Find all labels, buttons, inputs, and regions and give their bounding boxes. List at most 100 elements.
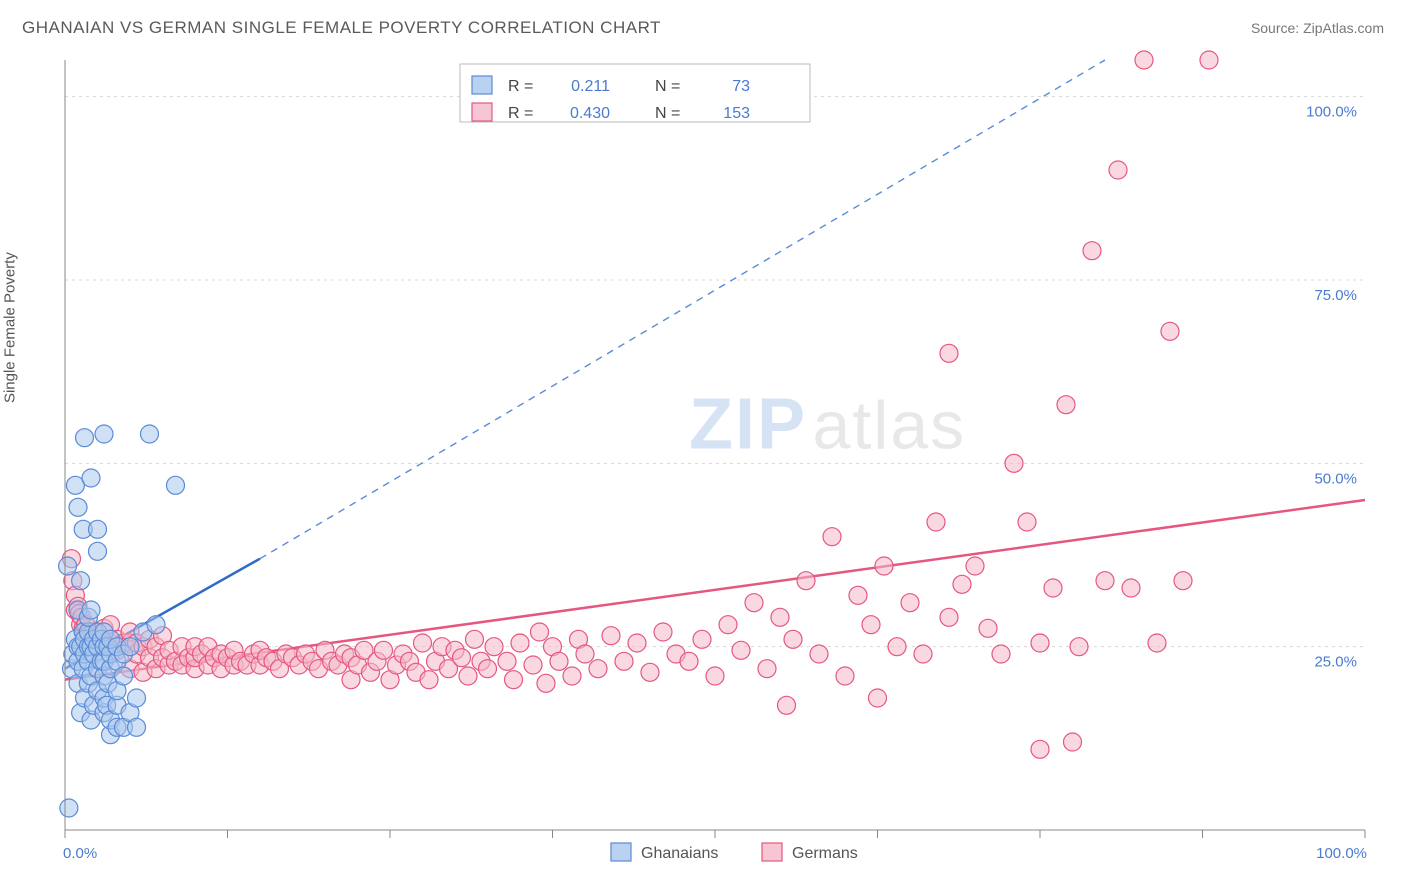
data-point-germans xyxy=(862,616,880,634)
legend-r-value: 0.211 xyxy=(571,78,610,95)
y-tick-label: 75.0% xyxy=(1314,287,1357,304)
data-point-germans xyxy=(719,616,737,634)
chart-area: Single Female Poverty 25.0%50.0%75.0%100… xyxy=(20,50,1386,890)
data-point-germans xyxy=(531,623,549,641)
legend-n-label: N = xyxy=(655,78,680,95)
data-point-germans xyxy=(537,674,555,692)
data-point-germans xyxy=(953,575,971,593)
y-tick-label: 25.0% xyxy=(1314,654,1357,671)
legend-r-label: R = xyxy=(508,105,533,122)
data-point-ghanaians xyxy=(72,572,90,590)
legend-swatch xyxy=(472,76,492,94)
data-point-germans xyxy=(641,663,659,681)
data-point-ghanaians xyxy=(60,799,78,817)
data-point-germans xyxy=(498,652,516,670)
data-point-germans xyxy=(979,619,997,637)
data-point-ghanaians xyxy=(147,616,165,634)
data-point-germans xyxy=(810,645,828,663)
data-point-germans xyxy=(1161,322,1179,340)
data-point-germans xyxy=(888,638,906,656)
data-point-germans xyxy=(680,652,698,670)
data-point-germans xyxy=(758,660,776,678)
legend-series-label: Ghanaians xyxy=(641,845,718,862)
source-attribution: Source: ZipAtlas.com xyxy=(1251,20,1384,36)
data-point-germans xyxy=(466,630,484,648)
data-point-germans xyxy=(1122,579,1140,597)
data-point-germans xyxy=(505,671,523,689)
data-point-ghanaians xyxy=(141,425,159,443)
regression-extrapolation-ghanaians xyxy=(260,60,1105,559)
data-point-ghanaians xyxy=(76,429,94,447)
data-point-ghanaians xyxy=(82,601,100,619)
data-point-germans xyxy=(745,594,763,612)
data-point-germans xyxy=(459,667,477,685)
data-point-germans xyxy=(485,638,503,656)
chart-title: GHANAIAN VS GERMAN SINGLE FEMALE POVERTY… xyxy=(22,18,661,38)
data-point-germans xyxy=(615,652,633,670)
data-point-germans xyxy=(1200,51,1218,69)
data-point-germans xyxy=(524,656,542,674)
data-point-germans xyxy=(706,667,724,685)
x-tick-label: 100.0% xyxy=(1316,845,1367,862)
data-point-germans xyxy=(1135,51,1153,69)
legend-series-label: Germans xyxy=(792,845,858,862)
data-point-germans xyxy=(784,630,802,648)
data-point-germans xyxy=(869,689,887,707)
data-point-ghanaians xyxy=(167,476,185,494)
data-point-germans xyxy=(1148,634,1166,652)
data-point-germans xyxy=(836,667,854,685)
data-point-germans xyxy=(1096,572,1114,590)
watermark: ZIP xyxy=(689,385,807,465)
legend-swatch xyxy=(762,843,782,861)
data-point-ghanaians xyxy=(69,498,87,516)
source-value: ZipAtlas.com xyxy=(1303,20,1384,36)
data-point-germans xyxy=(511,634,529,652)
data-point-germans xyxy=(693,630,711,648)
x-tick-label: 0.0% xyxy=(63,845,97,862)
data-point-germans xyxy=(823,528,841,546)
data-point-germans xyxy=(1031,634,1049,652)
data-point-germans xyxy=(778,696,796,714)
y-tick-label: 100.0% xyxy=(1306,104,1357,121)
data-point-germans xyxy=(602,627,620,645)
scatter-chart: 25.0% 50.0% 75.0% 100.0% ZIPatlas 0.0% 100.0% R… xyxy=(20,50,1386,890)
data-point-ghanaians xyxy=(89,520,107,538)
data-point-germans xyxy=(1064,733,1082,751)
data-point-germans xyxy=(414,634,432,652)
source-label: Source: xyxy=(1251,20,1303,36)
data-point-germans xyxy=(1057,396,1075,414)
data-point-ghanaians xyxy=(128,718,146,736)
data-point-ghanaians xyxy=(89,542,107,560)
data-point-germans xyxy=(927,513,945,531)
data-point-ghanaians xyxy=(121,638,139,656)
data-point-germans xyxy=(1109,161,1127,179)
data-point-germans xyxy=(940,344,958,362)
data-point-germans xyxy=(940,608,958,626)
data-point-germans xyxy=(992,645,1010,663)
data-point-germans xyxy=(849,586,867,604)
data-point-germans xyxy=(771,608,789,626)
legend-swatch xyxy=(611,843,631,861)
legend-swatch xyxy=(472,103,492,121)
legend-n-value: 73 xyxy=(732,78,750,95)
data-point-germans xyxy=(901,594,919,612)
data-point-germans xyxy=(1083,242,1101,260)
data-point-germans xyxy=(479,660,497,678)
y-axis-label: Single Female Poverty xyxy=(2,252,19,403)
data-point-germans xyxy=(654,623,672,641)
data-point-germans xyxy=(797,572,815,590)
y-tick-label: 50.0% xyxy=(1314,470,1357,487)
data-point-germans xyxy=(550,652,568,670)
watermark: atlas xyxy=(813,388,967,464)
legend-n-value: 153 xyxy=(723,105,750,122)
data-point-germans xyxy=(628,634,646,652)
data-point-ghanaians xyxy=(95,425,113,443)
data-point-germans xyxy=(966,557,984,575)
data-point-germans xyxy=(875,557,893,575)
data-point-germans xyxy=(1018,513,1036,531)
data-point-germans xyxy=(375,641,393,659)
data-point-germans xyxy=(914,645,932,663)
data-point-germans xyxy=(576,645,594,663)
data-point-germans xyxy=(589,660,607,678)
legend-r-value: 0.430 xyxy=(570,105,610,122)
